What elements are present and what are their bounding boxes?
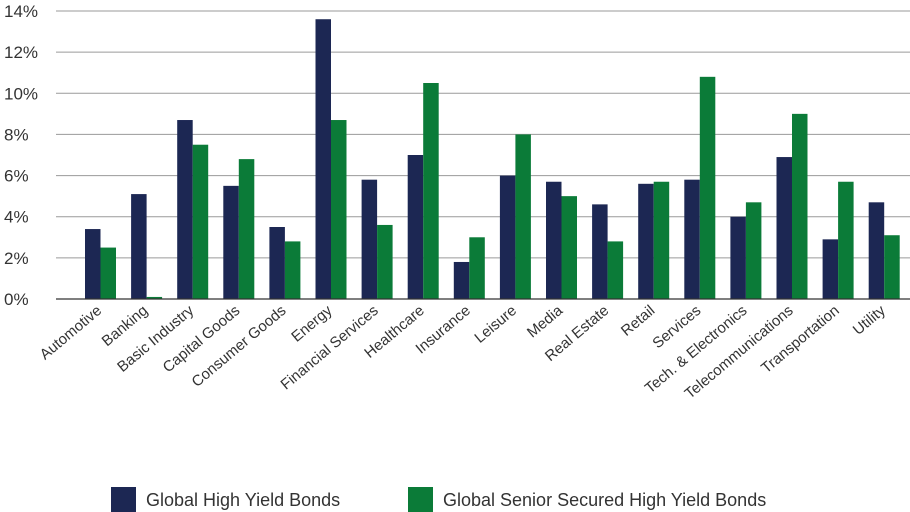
bar-high-yield	[868, 202, 885, 299]
bar-senior-secured	[100, 247, 116, 299]
bars	[85, 19, 900, 300]
y-tick-label: 12%	[4, 43, 38, 62]
bar-high-yield	[223, 185, 239, 299]
bar-high-yield	[315, 19, 331, 299]
y-tick-label: 4%	[4, 208, 29, 227]
bar-high-yield	[269, 227, 285, 299]
y-tick-label: 2%	[4, 249, 29, 268]
bar-high-yield	[730, 216, 746, 299]
y-axis-ticks: 0% 2% 4% 6% 8% 10% 12% 14%	[4, 2, 38, 309]
x-tick-label: Automotive	[37, 302, 105, 363]
y-tick-label: 6%	[4, 167, 29, 186]
y-tick-label: 10%	[4, 84, 38, 103]
bar-high-yield	[592, 204, 608, 299]
bar-high-yield	[177, 120, 193, 300]
bar-high-yield	[684, 179, 700, 299]
y-tick-label: 0%	[4, 290, 29, 309]
legend-label-senior-secured: Global Senior Secured High Yield Bonds	[443, 490, 766, 510]
bar-senior-secured	[192, 144, 209, 299]
x-tick-label: Leisure	[471, 302, 520, 347]
bar-high-yield	[546, 181, 562, 299]
bar-senior-secured	[607, 241, 624, 299]
bar-senior-secured	[745, 202, 762, 299]
bar-high-yield	[822, 239, 839, 299]
bar-senior-secured	[884, 235, 900, 299]
bar-high-yield	[499, 175, 516, 299]
bar-high-yield	[638, 183, 654, 299]
bar-high-yield	[361, 179, 378, 299]
bar-senior-secured	[238, 159, 255, 299]
legend-swatch-high-yield	[111, 487, 136, 512]
legend-label-high-yield: Global High Yield Bonds	[146, 490, 340, 510]
bar-senior-secured	[699, 76, 716, 299]
bar-senior-secured	[653, 181, 670, 299]
bar-senior-secured	[561, 196, 577, 299]
bar-senior-secured	[469, 237, 485, 299]
x-tick-label: Utility	[850, 302, 889, 339]
y-tick-label: 8%	[4, 125, 29, 144]
x-tick-label: Retail	[618, 302, 658, 340]
bar-senior-secured	[838, 181, 854, 299]
bar-senior-secured	[423, 83, 439, 299]
bar-high-yield	[131, 194, 147, 299]
legend-swatch-senior-secured	[408, 487, 433, 512]
bar-senior-secured	[284, 241, 301, 299]
bar-senior-secured	[331, 120, 347, 300]
bar-senior-secured	[377, 224, 393, 299]
bar-senior-secured	[146, 296, 163, 299]
legend: Global High Yield Bonds Global Senior Se…	[111, 487, 766, 512]
y-tick-label: 14%	[4, 2, 38, 21]
bar-high-yield	[453, 261, 470, 299]
bar-high-yield	[407, 155, 424, 299]
bar-senior-secured	[515, 134, 531, 299]
bar-high-yield	[776, 157, 792, 299]
bar-senior-secured	[792, 113, 808, 299]
bar-high-yield	[85, 229, 101, 299]
